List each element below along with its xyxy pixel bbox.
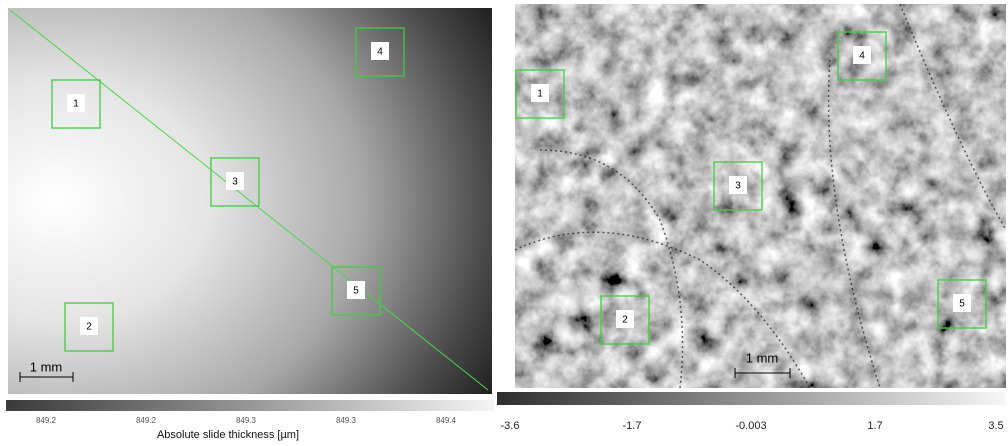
region-label: 2: [86, 322, 92, 333]
colorbar-tick-label: 1.7: [867, 420, 882, 432]
region-label: 3: [232, 177, 238, 188]
region-box: [600, 295, 650, 345]
colorbar-label: Absolute slide thickness [µm]: [157, 429, 299, 441]
colorbar: [497, 392, 1005, 405]
region-box: [331, 266, 381, 316]
region-tag: [80, 317, 98, 335]
region-box: [355, 27, 405, 77]
colorbar-tick-label: 849.2: [36, 416, 57, 425]
region-label: 3: [735, 181, 741, 192]
scale-bar-label: 1 mm: [746, 350, 779, 365]
region-tag: [226, 172, 244, 190]
region-label: 1: [73, 99, 79, 110]
profile-line: [9, 9, 489, 391]
region-label: 4: [377, 47, 383, 58]
region-tag: [371, 42, 389, 60]
colorbar-tick-label: 849.3: [236, 416, 257, 425]
colorbar-tick-label: 849.2: [136, 416, 157, 425]
region-box: [64, 302, 114, 352]
region-tag: [531, 84, 549, 102]
region-box: [210, 157, 260, 207]
colorbar-tick-label: 3.5: [988, 420, 1003, 432]
colorbar-tick-label: 849.3: [336, 416, 357, 425]
colorbar: [6, 400, 494, 411]
region-label: 4: [859, 51, 865, 62]
region-tag: [347, 281, 365, 299]
colorbar-tick-label: 849.4: [436, 416, 457, 425]
fringe-lines: [514, 3, 1007, 389]
region-tag: [67, 94, 85, 112]
region-label: 5: [959, 299, 965, 310]
colorbar-tick-label: -1.7: [623, 420, 642, 432]
region-box: [713, 161, 763, 211]
region-tag: [616, 310, 634, 328]
colorbar-tick-label: -3.6: [501, 420, 520, 432]
colorbar-tick-label: -0.003: [735, 420, 766, 432]
region-tag: [953, 294, 971, 312]
region-tag: [729, 176, 747, 194]
region-tag: [853, 46, 871, 64]
region-label: 5: [353, 286, 359, 297]
region-box: [51, 79, 101, 129]
region-label: 2: [622, 315, 628, 326]
scale-bar-label: 1 mm: [30, 359, 63, 374]
region-label: 1: [537, 89, 543, 100]
region-box: [515, 69, 565, 119]
deviation-map: [515, 4, 1006, 388]
region-box: [837, 31, 887, 81]
region-box: [937, 279, 987, 329]
